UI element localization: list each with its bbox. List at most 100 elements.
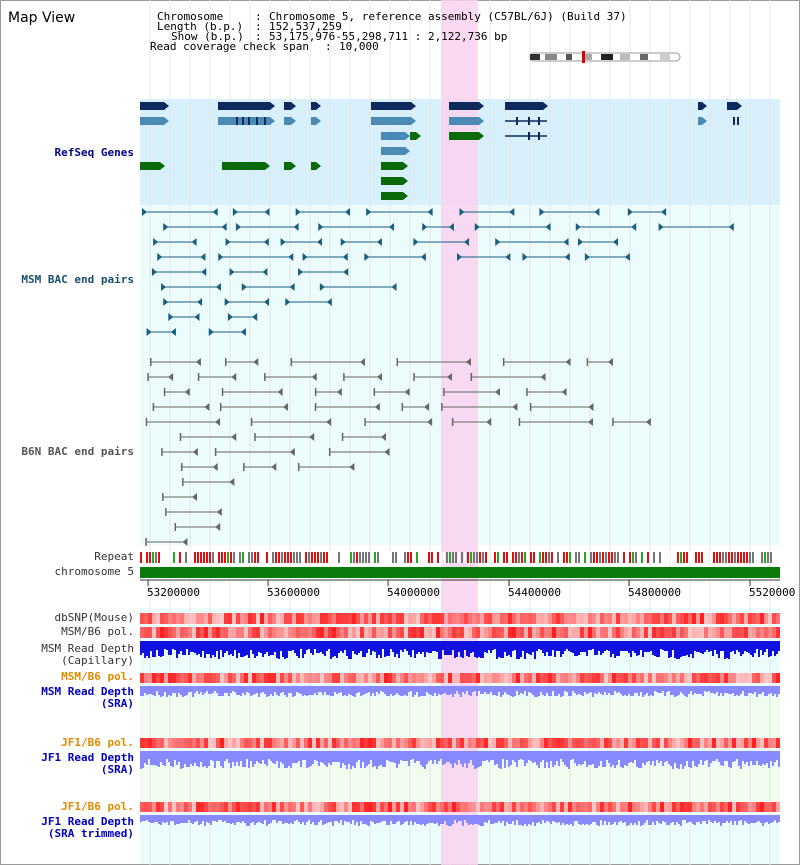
read-depth-bar: [694, 751, 696, 766]
repeat-element: [566, 552, 568, 563]
read-depth-bar: [776, 686, 778, 697]
polymorphism-cell: [316, 613, 320, 624]
read-depth-bar: [322, 815, 324, 825]
read-depth-bar: [540, 641, 542, 650]
polymorphism-cell: [668, 627, 672, 638]
bac-end: [293, 223, 299, 231]
polymorphism-cell: [172, 802, 176, 812]
read-depth-bar: [736, 751, 738, 759]
repeat-element: [281, 552, 283, 563]
polymorphism-cell: [308, 627, 312, 638]
read-depth-bar: [360, 751, 362, 768]
read-depth-bar: [548, 641, 550, 656]
axis-tick-label: 53600000: [267, 586, 320, 599]
read-depth-bar: [240, 641, 242, 657]
read-depth-bar: [688, 641, 690, 657]
read-depth-bar: [484, 751, 486, 761]
polymorphism-cell: [284, 802, 288, 812]
read-depth-bar: [288, 686, 290, 693]
read-depth-bar: [488, 641, 490, 650]
bac-end: [474, 223, 480, 231]
read-depth-bar: [258, 751, 260, 763]
read-depth-bar: [642, 815, 644, 825]
read-depth-bar: [616, 751, 618, 765]
read-depth-bar: [334, 686, 336, 692]
read-depth-bar: [458, 686, 460, 694]
read-depth-bar: [310, 815, 312, 824]
polymorphism-cell: [540, 613, 544, 624]
gene-feature: [311, 117, 316, 125]
bac-end: [221, 223, 227, 231]
bac-end: [658, 223, 664, 231]
read-depth-bar: [300, 641, 302, 649]
polymorphism-cell: [452, 627, 456, 638]
selection-highlight: [441, 0, 478, 865]
bac-end: [195, 358, 201, 366]
read-depth-bar: [402, 751, 404, 761]
read-depth-bar: [188, 686, 190, 692]
polymorphism-cell: [760, 613, 764, 624]
read-depth-bar: [558, 815, 560, 822]
polymorphism-cell: [268, 627, 272, 638]
polymorphism-cell: [440, 613, 444, 624]
polymorphism-cell: [620, 738, 624, 748]
polymorphism-cell: [648, 738, 652, 748]
repeat-element: [569, 552, 571, 563]
read-depth-bar: [210, 751, 212, 760]
read-depth-bar: [764, 641, 766, 652]
read-depth-bar: [264, 815, 266, 820]
read-depth-bar: [184, 815, 186, 823]
read-depth-bar: [176, 751, 178, 765]
read-depth-bar: [748, 686, 750, 693]
read-depth-bar: [276, 686, 278, 695]
read-depth-bar: [366, 686, 368, 693]
read-depth-bar: [562, 815, 564, 823]
repeat-element: [623, 552, 625, 563]
polymorphism-cell: [744, 627, 748, 638]
read-depth-bar: [364, 686, 366, 694]
read-depth-bar: [592, 641, 594, 649]
polymorphism-cell: [224, 613, 228, 624]
read-depth-bar: [340, 751, 342, 768]
read-depth-bar: [562, 751, 564, 762]
read-depth-bar: [180, 751, 182, 769]
polymorphism-cell: [224, 802, 228, 812]
read-depth-bar: [602, 641, 604, 653]
polymorphism-cell: [660, 613, 664, 624]
read-depth-bar: [618, 815, 620, 822]
read-depth-bar: [268, 751, 270, 759]
polymorphism-cell: [284, 738, 288, 748]
read-depth-bar: [730, 751, 732, 768]
read-depth-bar: [656, 815, 658, 821]
polymorphism-cell: [420, 627, 424, 638]
repeat-element: [449, 552, 451, 563]
read-depth-bar: [588, 751, 590, 765]
read-depth-bar: [612, 641, 614, 654]
read-depth-bar: [160, 751, 162, 762]
polymorphism-cell: [604, 627, 608, 638]
polymorphism-cell: [372, 627, 376, 638]
read-depth-bar: [218, 641, 220, 659]
bac-end: [161, 283, 167, 291]
read-depth-bar: [262, 815, 264, 824]
read-depth-bar: [574, 815, 576, 821]
polymorphism-cell: [508, 627, 512, 638]
read-depth-bar: [384, 686, 386, 694]
read-depth-bar: [256, 641, 258, 656]
polymorphism-cell: [212, 673, 216, 683]
read-depth-bar: [332, 686, 334, 696]
repeat-element: [488, 552, 490, 563]
polymorphism-cell: [652, 738, 656, 748]
read-depth-bar: [628, 686, 630, 694]
read-depth-bar: [608, 641, 610, 651]
read-depth-bar: [540, 686, 542, 692]
gene-arrow: [270, 117, 275, 125]
read-depth-bar: [256, 686, 258, 693]
polymorphism-cell: [188, 627, 192, 638]
polymorphism-cell: [388, 613, 392, 624]
read-depth-bar: [296, 751, 298, 763]
polymorphism-cell: [392, 627, 396, 638]
polymorphism-cell: [364, 673, 368, 683]
read-depth-bar: [384, 815, 386, 821]
